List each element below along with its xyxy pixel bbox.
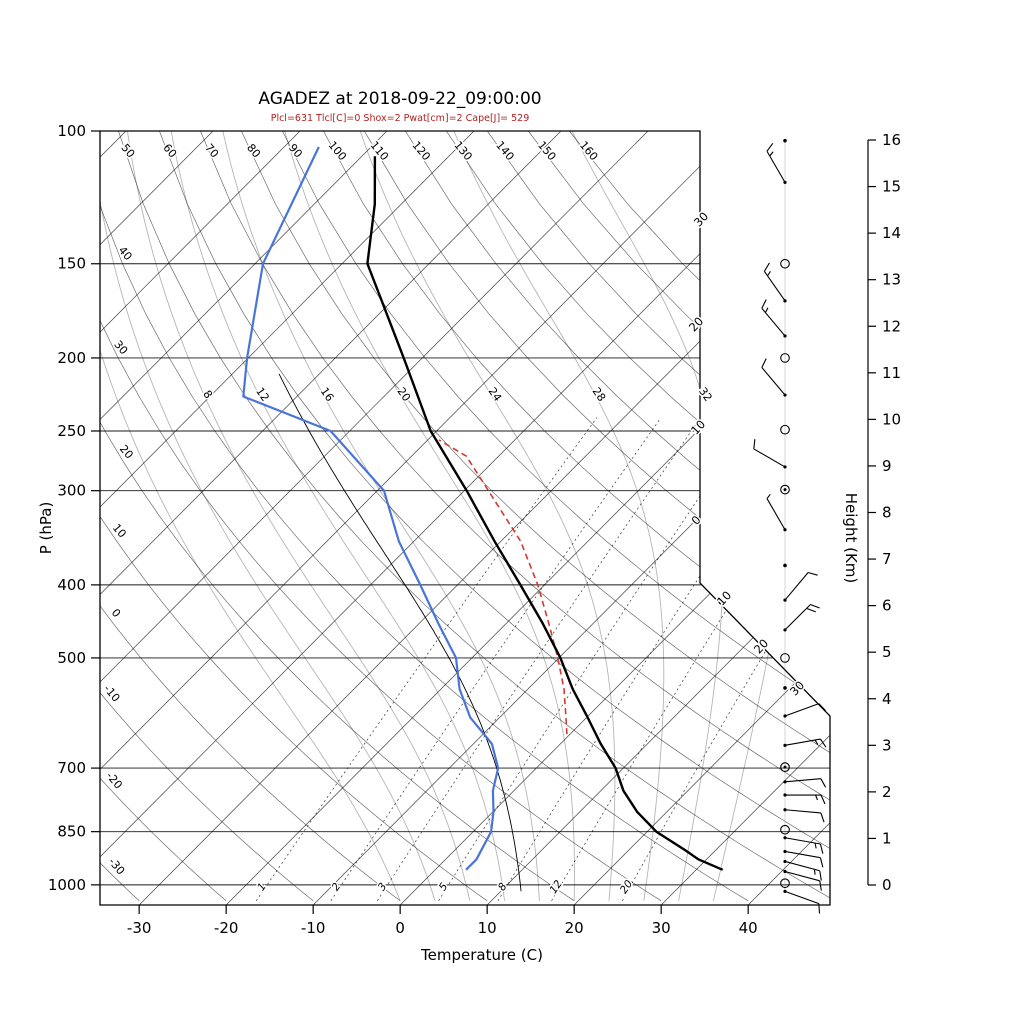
svg-text:16: 16 — [318, 385, 337, 404]
svg-text:1: 1 — [255, 881, 269, 893]
height-tick-label: 2 — [882, 783, 892, 801]
pressure-tick-label: 100 — [57, 122, 86, 140]
svg-text:140: 140 — [493, 139, 516, 163]
svg-text:20: 20 — [117, 442, 136, 461]
height-tick-label: 14 — [882, 224, 901, 242]
height-tick-label: 16 — [882, 131, 901, 149]
temperature-tick-label: -10 — [301, 919, 326, 937]
height-tick-label: 1 — [882, 829, 892, 847]
temperature-tick-label: -20 — [214, 919, 239, 937]
sounding-curves — [242, 146, 724, 892]
parcel-ascent-line — [438, 439, 568, 735]
svg-text:10: 10 — [714, 588, 734, 608]
temperature-tick-label: 40 — [739, 919, 758, 937]
height-tick-label: 12 — [882, 317, 901, 335]
svg-text:30: 30 — [111, 338, 130, 357]
temperature-tick-label: 30 — [652, 919, 671, 937]
wind-barbs — [753, 138, 827, 914]
height-tick-label: 7 — [882, 550, 892, 568]
height-tick-label: 5 — [882, 643, 892, 661]
pressure-tick-label: 200 — [57, 349, 86, 367]
svg-text:80: 80 — [244, 141, 263, 160]
svg-text:120: 120 — [409, 139, 432, 163]
svg-text:150: 150 — [535, 139, 558, 163]
page-title: AGADEZ at 2018-09-22_09:00:00 — [258, 89, 542, 109]
temperature-tick-label: -30 — [127, 919, 152, 937]
height-tick-label: 8 — [882, 504, 892, 522]
svg-text:-30: -30 — [106, 855, 128, 877]
height-tick-label: 6 — [882, 597, 892, 615]
svg-text:30: 30 — [787, 678, 807, 698]
x-axis-title: Temperature (C) — [421, 946, 543, 964]
svg-text:20: 20 — [618, 878, 636, 896]
svg-text:24: 24 — [486, 385, 505, 404]
pressure-tick-label: 850 — [57, 823, 86, 841]
svg-text:20: 20 — [394, 385, 413, 404]
pressure-tick-label: 250 — [57, 422, 86, 440]
height-axis-title: Height (Km) — [842, 492, 860, 584]
height-tick-label: 4 — [882, 690, 892, 708]
svg-text:-10: -10 — [101, 682, 123, 704]
svg-text:10: 10 — [110, 521, 129, 540]
pressure-tick-label: 300 — [57, 482, 86, 500]
height-tick-label: 3 — [882, 736, 892, 754]
svg-text:20: 20 — [686, 314, 706, 334]
svg-text:2: 2 — [330, 881, 344, 894]
pressure-tick-label: 700 — [57, 759, 86, 777]
height-tick-label: 11 — [882, 364, 901, 382]
svg-text:28: 28 — [590, 385, 609, 404]
svg-text:5: 5 — [437, 881, 451, 894]
svg-text:10: 10 — [688, 417, 708, 437]
pressure-axis-title: P (hPa) — [37, 501, 55, 555]
sounding-indices: Plcl=631 Tlcl[C]=0 Shox=2 Pwat[cm]=2 Cap… — [270, 113, 530, 124]
svg-text:30: 30 — [691, 209, 711, 229]
temperature-line — [366, 156, 724, 871]
pressure-tick-label: 150 — [57, 255, 86, 273]
svg-text:0: 0 — [109, 606, 123, 620]
svg-text:100: 100 — [326, 139, 349, 163]
svg-text:8: 8 — [496, 881, 510, 894]
pressure-tick-label: 500 — [57, 649, 86, 667]
height-tick-label: 9 — [882, 457, 892, 475]
temperature-tick-label: 20 — [565, 919, 584, 937]
temperature-tick-label: 10 — [478, 919, 497, 937]
svg-text:130: 130 — [451, 139, 474, 163]
background-lines — [100, 131, 830, 905]
svg-text:-20: -20 — [103, 769, 125, 791]
pressure-tick-label: 1000 — [48, 876, 86, 894]
pressure-tick-label: 400 — [57, 576, 86, 594]
svg-text:70: 70 — [202, 141, 221, 160]
plot-boundary — [99, 130, 831, 906]
height-tick-label: 13 — [882, 271, 901, 289]
height-tick-label: 0 — [882, 876, 892, 894]
dewpoint-line — [242, 146, 500, 871]
svg-text:50: 50 — [118, 141, 137, 160]
height-tick-label: 10 — [882, 410, 901, 428]
temperature-tick-label: 0 — [395, 919, 405, 937]
svg-text:32: 32 — [696, 385, 715, 404]
parcel-moist-adiabat-line — [278, 373, 522, 892]
svg-text:160: 160 — [577, 139, 600, 163]
height-tick-label: 15 — [882, 178, 901, 196]
svg-text:40: 40 — [116, 244, 135, 263]
